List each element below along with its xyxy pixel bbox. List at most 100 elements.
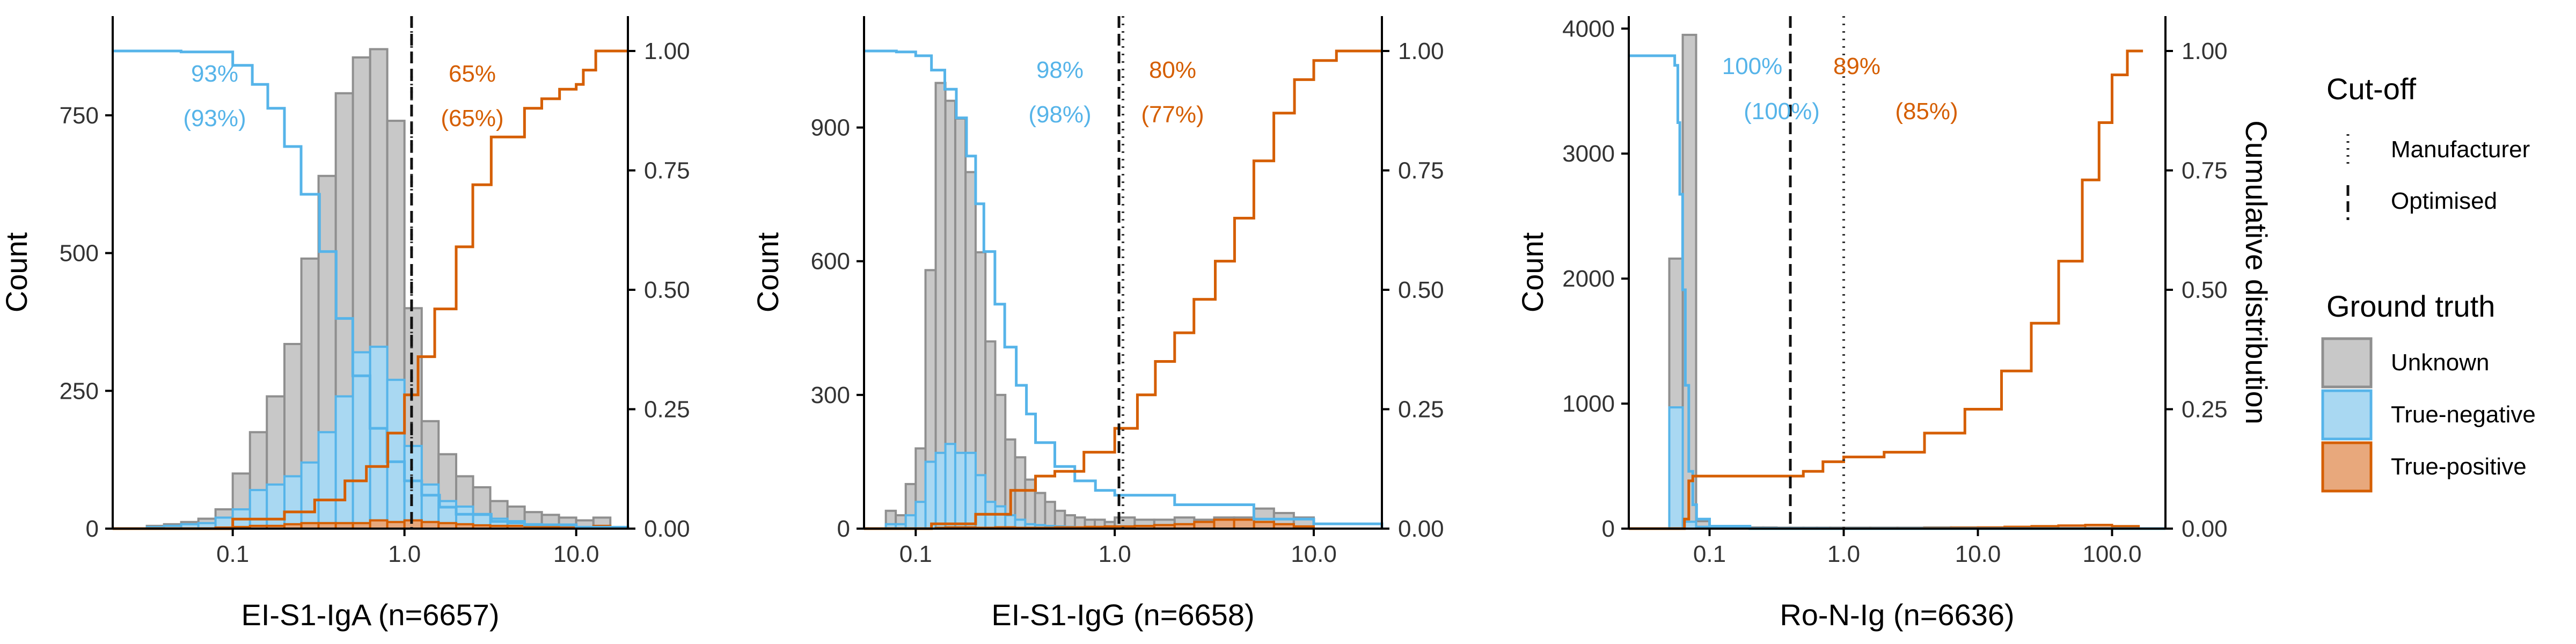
y2-tick-label: 1.00 — [644, 38, 690, 64]
y-tick-label: 600 — [811, 248, 850, 275]
y-tick-label: 3000 — [1562, 141, 1615, 167]
y-tick-label: 1000 — [1562, 391, 1615, 417]
y2-tick-label: 1.00 — [1398, 38, 1444, 64]
true-negative-bar — [904, 514, 917, 530]
y2-axis-label: Cumulative distribution — [2240, 120, 2273, 424]
panel-ro-n-ig: 0.1 1.0 10.0 100.0 0 1000 2000 3000 4000 0.00 0.25… — [1516, 16, 2273, 632]
legend-manufacturer-label: Manufacturer — [2391, 136, 2530, 163]
true-positive-bar — [403, 519, 423, 530]
negative-percent-paren-label: (98%) — [1028, 101, 1091, 128]
true-negative-bar — [954, 451, 967, 530]
x-axis-label: Ro-N-Ig (n=6636) — [1780, 598, 2014, 632]
y-tick-label: 250 — [60, 378, 99, 404]
x-tick-label: 0.1 — [1693, 541, 1726, 567]
x-tick-label: 10.0 — [1955, 541, 2001, 567]
true-positive-bar — [1213, 518, 1235, 530]
true-negative-bar — [1668, 406, 1684, 530]
positive-percent-label: 80% — [1149, 57, 1196, 83]
x-tick-label: 10.0 — [1291, 541, 1337, 567]
y-tick-label: 300 — [811, 382, 850, 408]
unknown-bar — [1014, 456, 1027, 530]
legend-truth-title: Ground truth — [2326, 289, 2495, 323]
true-positive-cumulative-line — [1629, 49, 2143, 530]
legend-cutoff-title: Cut-off — [2326, 72, 2416, 106]
x-tick-label: 1.0 — [1827, 541, 1860, 567]
y2-tick-label: 0.00 — [1398, 516, 1444, 542]
positive-percent-label: 65% — [449, 61, 496, 87]
x-axis-label: EI-S1-IgG (n=6658) — [991, 598, 1254, 632]
x-tick-label: 1.0 — [388, 541, 421, 567]
unknown-bar — [984, 340, 997, 530]
y2-tick-label: 0.50 — [2182, 277, 2228, 303]
true-positive-bar — [369, 519, 389, 530]
y2-tick-label: 0.50 — [644, 277, 690, 303]
y2-tick-label: 0.00 — [644, 516, 690, 542]
legend: Cut-off Manufacturer Optimised Ground tr… — [2321, 72, 2536, 493]
y-tick-label: 0 — [86, 516, 99, 542]
true-negative-bar — [283, 475, 303, 530]
true-positive-bar — [1233, 518, 1255, 530]
y-tick-label: 4000 — [1562, 16, 1615, 42]
legend-optimised-label: Optimised — [2391, 188, 2497, 214]
true-negative-bar — [317, 431, 337, 530]
positive-percent-label: 89% — [1833, 53, 1880, 79]
true-negative-bar — [403, 444, 423, 530]
y2-tick-label: 0.75 — [1398, 158, 1444, 184]
true-negative-bar — [369, 346, 389, 530]
unknown-bar — [1024, 478, 1036, 530]
true-negative-cumulative-line — [1629, 54, 2165, 530]
legend-negative-swatch — [2321, 389, 2373, 441]
true-negative-bar — [924, 460, 937, 530]
negative-percent-label: 100% — [1722, 53, 1783, 79]
y-tick-label: 0 — [837, 516, 850, 542]
true-negative-cumulative-line — [864, 49, 1384, 529]
x-axis-label: EI-S1-IgA (n=6657) — [241, 598, 500, 632]
y2-tick-label: 0.00 — [2182, 516, 2228, 542]
true-negative-bar — [248, 489, 268, 530]
positive-percent-paren-label: (65%) — [441, 105, 503, 131]
true-negative-bar — [964, 451, 977, 530]
panel-ei-s1-iga: 0.1 1.0 10.0 0 250 500 750 0.00 0.25 0.50 0.75 1.00… — [0, 16, 690, 632]
panel-ei-s1-igg: 0.1 1.0 10.0 0 300 600 900 0.00 0.25 0.50 0.75 1.00… — [751, 16, 1444, 632]
y-axis-label: Count — [0, 232, 33, 312]
true-negative-bar — [300, 461, 320, 530]
true-negative-bar — [974, 474, 987, 530]
true-negative-bar — [934, 451, 947, 530]
positive-percent-paren-label: (77%) — [1141, 101, 1204, 128]
y2-tick-label: 0.75 — [2182, 158, 2228, 184]
x-tick-label: 1.0 — [1099, 541, 1131, 567]
negative-percent-label: 93% — [191, 61, 238, 87]
y2-tick-label: 1.00 — [2182, 38, 2228, 64]
true-negative-bar — [944, 443, 956, 530]
x-tick-label: 0.1 — [899, 541, 932, 567]
y-tick-label: 900 — [811, 115, 850, 141]
y2-tick-label: 0.25 — [644, 397, 690, 423]
y-axis-label: Count — [751, 232, 785, 312]
true-negative-bar — [386, 378, 406, 530]
legend-negative-label: True-negative — [2391, 401, 2536, 428]
true-negative-bar — [266, 483, 286, 530]
true-negative-bar — [914, 501, 927, 530]
true-negative-bar — [352, 351, 371, 530]
negative-percent-paren-label: (93%) — [183, 105, 246, 131]
negative-percent-label: 98% — [1036, 57, 1084, 83]
y-tick-label: 750 — [60, 103, 99, 129]
positive-percent-paren-label: (85%) — [1895, 98, 1958, 125]
y2-tick-label: 0.25 — [2182, 397, 2228, 423]
legend-positive-swatch — [2321, 441, 2373, 493]
x-tick-label: 100.0 — [2082, 541, 2141, 567]
true-positive-cumulative-line — [864, 49, 1382, 530]
negative-percent-paren-label: (100%) — [1744, 98, 1820, 125]
x-tick-label: 0.1 — [216, 541, 249, 567]
y2-tick-label: 0.75 — [644, 158, 690, 184]
y-axis-label: Count — [1516, 232, 1549, 312]
legend-unknown-swatch — [2321, 337, 2373, 389]
y2-tick-label: 0.25 — [1398, 397, 1444, 423]
y-tick-label: 2000 — [1562, 266, 1615, 292]
true-negative-bar — [334, 395, 354, 530]
true-positive-cumulative-line — [113, 49, 628, 530]
legend-positive-label: True-positive — [2391, 453, 2527, 480]
y2-tick-label: 0.50 — [1398, 277, 1444, 303]
unknown-bar — [1044, 501, 1056, 530]
